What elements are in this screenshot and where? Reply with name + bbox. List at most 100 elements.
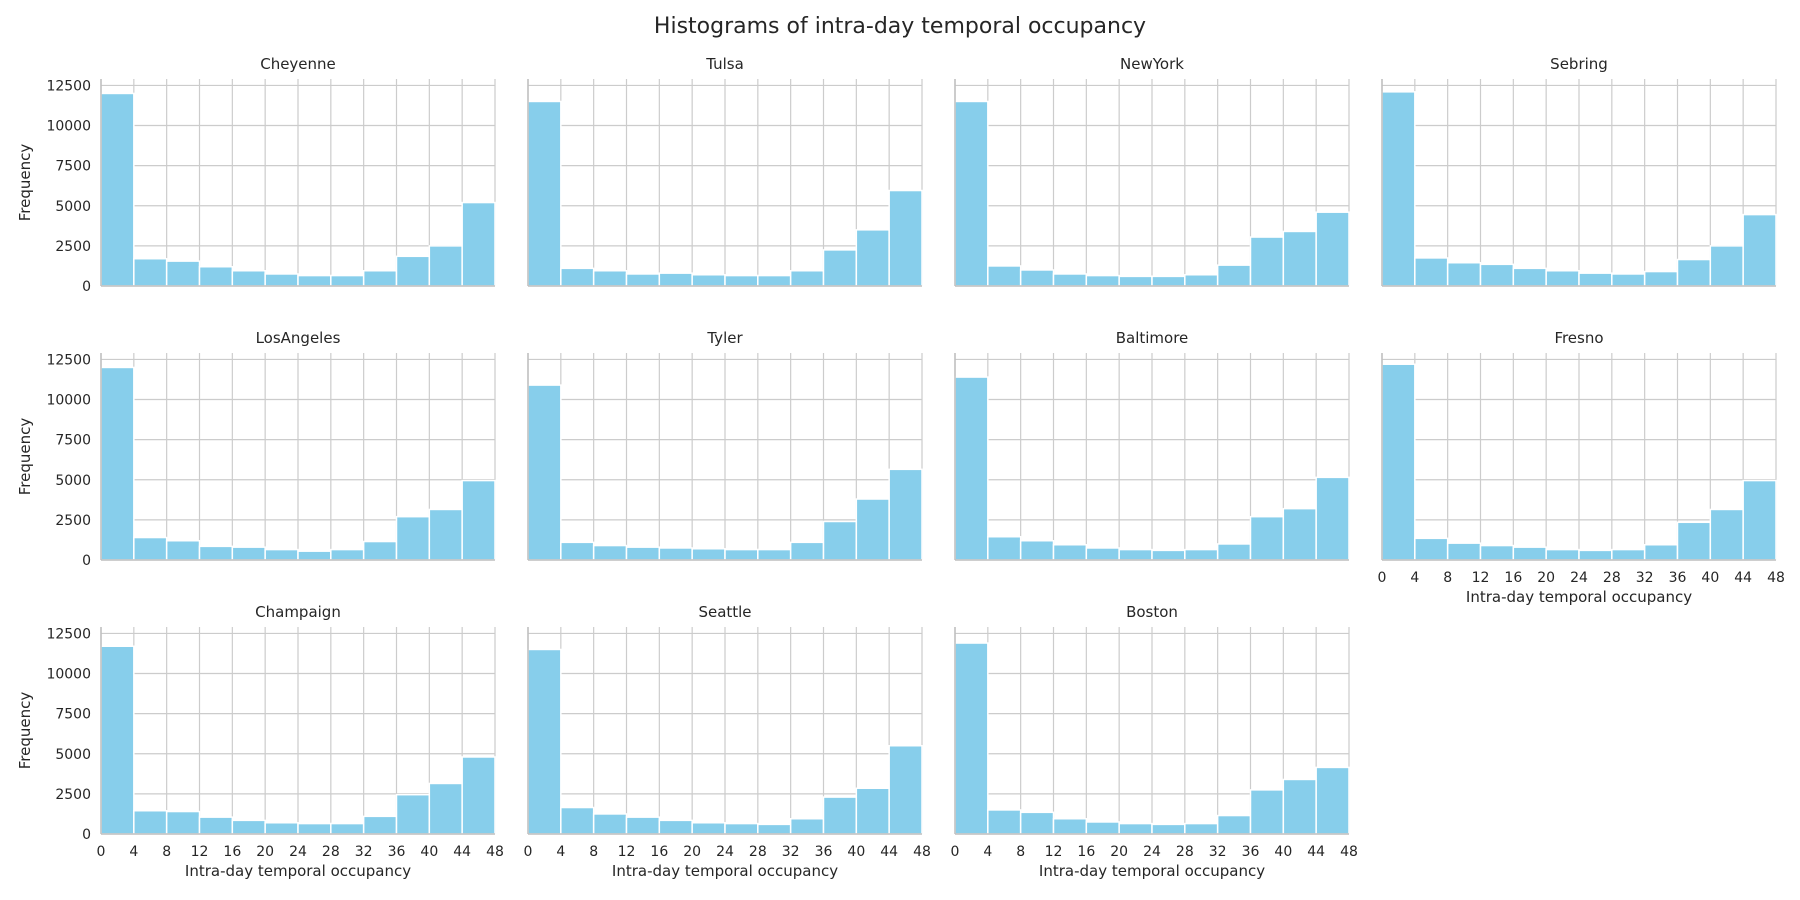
histogram-bar xyxy=(1249,236,1285,287)
histogram-bar xyxy=(198,265,234,287)
histogram-bar xyxy=(297,550,332,561)
y-tick-label: 12500 xyxy=(46,352,91,368)
histogram-bar xyxy=(1578,272,1613,287)
y-tick-label: 5000 xyxy=(55,199,91,215)
x-tick-label: 20 xyxy=(683,844,701,860)
y-axis-label: Frequency xyxy=(16,692,34,770)
histogram-bar xyxy=(757,823,792,835)
histogram-bar xyxy=(1742,479,1777,561)
histogram-bar xyxy=(527,100,562,287)
histogram-bar xyxy=(1249,789,1285,835)
x-tick-label: 36 xyxy=(1242,844,1260,860)
histogram-bar xyxy=(691,274,726,287)
histogram-bar xyxy=(100,645,135,835)
histogram-bar xyxy=(428,782,463,835)
histogram-bar xyxy=(1479,544,1515,561)
y-tick-label: 10000 xyxy=(46,393,91,409)
histogram-bar xyxy=(888,744,923,835)
x-tick-label: 8 xyxy=(1016,844,1025,860)
histogram-bar xyxy=(1216,814,1252,835)
histogram-bar xyxy=(1085,274,1120,287)
x-axis-label: Intra-day temporal occupancy xyxy=(185,862,411,880)
x-tick-label: 44 xyxy=(1734,570,1752,586)
histogram-bar xyxy=(560,806,595,835)
histogram-bar xyxy=(1019,811,1055,835)
histogram-bar xyxy=(789,541,825,561)
y-tick-label: 2500 xyxy=(55,239,91,255)
panel-newyork: NewYork xyxy=(954,55,1350,287)
subplot-title: Baltimore xyxy=(1116,329,1189,347)
histogram-bar xyxy=(1151,823,1186,835)
subplot-title: Boston xyxy=(1126,603,1178,621)
histogram-bar xyxy=(592,270,628,287)
histogram-bar xyxy=(395,515,431,561)
y-tick-label: 10000 xyxy=(46,667,91,683)
histogram-bar xyxy=(560,267,595,287)
histogram-bar xyxy=(789,270,825,287)
x-axis-label: Intra-day temporal occupancy xyxy=(1039,862,1265,880)
histogram-bar xyxy=(362,270,398,287)
y-tick-label: 5000 xyxy=(55,747,91,763)
x-tick-label: 36 xyxy=(1669,570,1687,586)
histogram-bar xyxy=(428,245,463,287)
histogram-bar xyxy=(987,265,1022,287)
histogram-bar xyxy=(1151,275,1186,287)
x-tick-label: 36 xyxy=(815,844,833,860)
subplot-title: Tyler xyxy=(706,329,743,347)
x-tick-label: 8 xyxy=(1443,570,1452,586)
histogram-bar xyxy=(658,819,693,835)
panel-tulsa: Tulsa xyxy=(527,55,923,287)
histogram-bar xyxy=(1611,273,1646,287)
y-tick-label: 12500 xyxy=(46,78,91,94)
histogram-bar xyxy=(1446,261,1482,287)
histogram-bar xyxy=(789,818,825,835)
histogram-bar xyxy=(330,822,365,835)
histogram-bar xyxy=(1085,821,1120,835)
histogram-bar xyxy=(1545,270,1580,287)
histogram-bar xyxy=(133,536,168,561)
histogram-bar xyxy=(888,468,923,561)
x-tick-label: 0 xyxy=(951,844,960,860)
histogram-bar xyxy=(527,648,562,835)
histogram-bar xyxy=(1611,548,1646,561)
panel-losangeles: LosAngeles 0 2500 5000 7500 10000 12500 Frequen… xyxy=(16,329,496,569)
histogram-bar xyxy=(231,819,266,835)
y-axis-label: Frequency xyxy=(16,144,34,222)
histogram-bar xyxy=(658,547,693,561)
histogram-bar xyxy=(1249,515,1285,561)
histogram-bar xyxy=(855,229,890,287)
histogram-bar xyxy=(1085,547,1120,561)
histogram-bar xyxy=(1381,363,1416,561)
x-tick-label: 36 xyxy=(388,844,406,860)
x-tick-label: 20 xyxy=(1537,570,1555,586)
x-tick-label: 44 xyxy=(453,844,471,860)
x-tick-label: 28 xyxy=(1603,570,1621,586)
x-tick-label: 20 xyxy=(256,844,274,860)
histogram-bar xyxy=(888,189,923,287)
subplot-title: Seattle xyxy=(698,603,751,621)
histogram-bar xyxy=(757,274,792,287)
histogram-bar xyxy=(1414,257,1449,287)
y-tick-label: 0 xyxy=(82,827,91,843)
x-tick-label: 20 xyxy=(1110,844,1128,860)
histogram-bar xyxy=(461,201,496,287)
x-tick-label: 28 xyxy=(749,844,767,860)
y-tick-label: 7500 xyxy=(55,433,91,449)
histogram-bar xyxy=(395,255,431,287)
histogram-bar xyxy=(165,260,201,287)
histogram-bar xyxy=(198,816,234,835)
histogram-bar xyxy=(1545,548,1580,561)
histogram-bar xyxy=(592,544,628,561)
x-tick-label: 4 xyxy=(983,844,992,860)
panel-baltimore: Baltimore xyxy=(954,329,1350,561)
histogram-bar xyxy=(1414,537,1449,561)
histogram-bar xyxy=(1052,273,1088,287)
y-tick-label: 2500 xyxy=(55,787,91,803)
subplot-title: Champaign xyxy=(255,603,341,621)
histogram-bar xyxy=(133,809,168,835)
x-tick-label: 24 xyxy=(1143,844,1161,860)
panel-cheyenne: Cheyenne 0 2500 5000 7500 10000 12500 Frequency xyxy=(16,55,496,295)
x-tick-label: 0 xyxy=(524,844,533,860)
